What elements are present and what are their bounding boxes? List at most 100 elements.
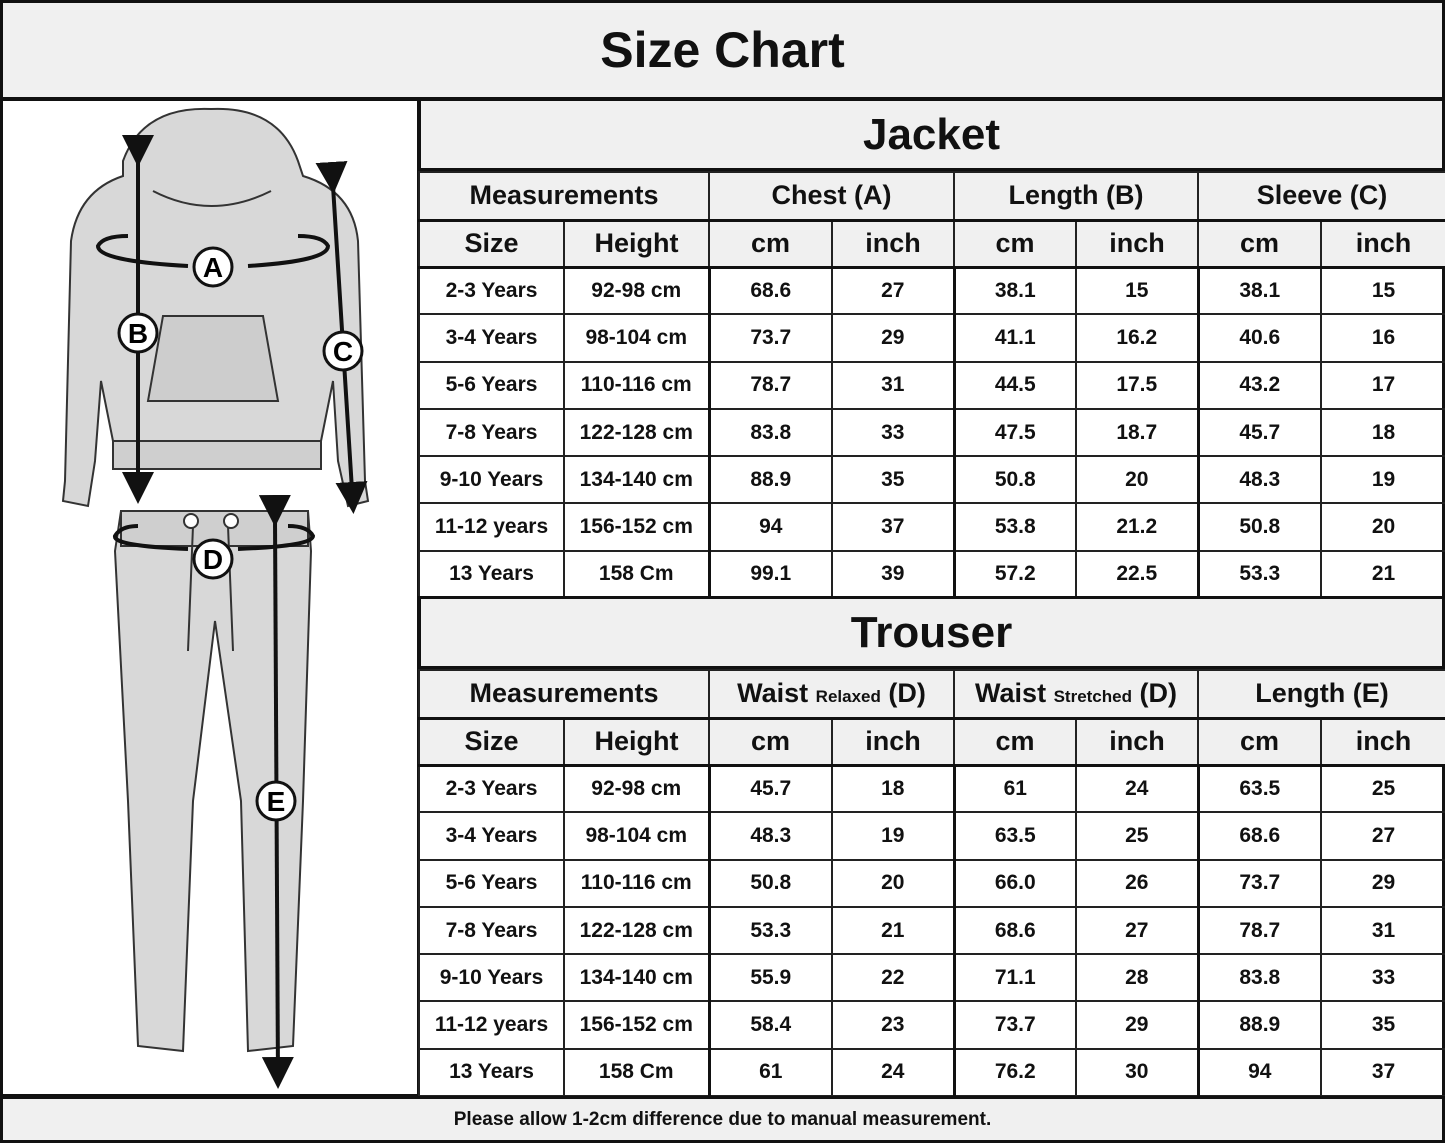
table-cell: 47.5 [953,407,1077,458]
table-cell: 19 [830,811,956,861]
table-row: 11-12 years 156-152 cm 94 37 53.8 21.2 50.8 20 [418,502,1445,552]
sub-header: inch [830,717,956,767]
sub-header: cm [953,717,1078,767]
table-cell: 53.3 [1197,549,1322,600]
table-cell: 29 [831,313,956,363]
table-cell: 37 [1320,1047,1445,1098]
table-cell: 50.8 [953,455,1077,505]
group-suffix: (D) [1139,678,1177,709]
table-cell: 48.3 [1197,455,1322,505]
sub-header: Height [563,219,710,269]
table-cell: 61 [953,763,1078,814]
table-cell: 7-8 Years [418,905,565,956]
table-row: 3-4 Years 98-104 cm 48.3 19 63.5 25 68.6 27 [418,811,1445,861]
table-row: 2-3 Years 92-98 cm 68.6 27 38.1 15 38.1 15 [418,265,1445,316]
table-cell: 57.2 [953,549,1077,600]
jacket-section: Jacket Measurements Chest (A) Length (B)… [418,98,1445,600]
table-cell: 50.8 [1197,502,1322,552]
table-cell: 98-104 cm [563,313,711,363]
table-cell: 78.7 [1197,905,1323,956]
sub-header: inch [1320,219,1445,269]
table-cell: 73.7 [1197,858,1323,908]
label-a: A [203,252,223,283]
group-main: Waist [737,678,809,709]
sub-header: inch [1320,717,1445,767]
table-cell: 30 [1075,1047,1200,1098]
table-cell: 27 [831,265,956,316]
table-cell: 21 [1320,549,1445,600]
table-cell: 48.3 [708,811,833,861]
sub-header: cm [953,219,1077,269]
table-cell: 158 Cm [563,549,711,600]
table-cell: 11-12 years [418,502,565,552]
table-cell: 20 [830,858,956,908]
table-cell: 156-152 cm [563,502,711,552]
table-cell: 5-6 Years [418,858,565,908]
group-suffix: (D) [888,678,926,709]
table-cell: 29 [1320,858,1445,908]
table-cell: 23 [830,1000,956,1050]
table-cell: 25 [1320,763,1445,814]
hoodie-drawing [61,107,370,508]
table-cell: 134-140 cm [563,455,711,505]
table-cell: 39 [831,549,956,600]
table-row: 11-12 years 156-152 cm 58.4 23 73.7 29 88.9 35 [418,1000,1445,1050]
table-cell: 7-8 Years [418,407,565,458]
table-cell: 92-98 cm [563,265,711,316]
table-cell: 17 [1320,360,1445,410]
sub-header: cm [1197,219,1322,269]
trousers-drawing [113,510,313,1053]
table-row: 13 Years 158 Cm 61 24 76.2 30 94 37 [418,1047,1445,1098]
label-e: E [267,786,286,817]
table-cell: 83.8 [708,407,833,458]
group-header: Waist Stretched (D) [953,669,1200,720]
table-cell: 158 Cm [563,1047,711,1098]
group-header-row: Measurements Chest (A) Length (B) Sleeve… [418,171,1445,222]
sub-header-row: Size Height cm inch cm inch cm inch [418,219,1445,269]
sub-header: inch [831,219,955,269]
table-cell: 17.5 [1075,360,1200,410]
sub-header: Height [563,717,710,767]
label-c: C [333,336,353,367]
table-row: 7-8 Years 122-128 cm 83.8 33 47.5 18.7 45.7 18 [418,407,1445,458]
table-cell: 44.5 [953,360,1077,410]
table-cell: 35 [1320,1000,1445,1050]
table-cell: 15 [1075,265,1200,316]
group-qualifier: Stretched [1053,687,1132,707]
table-cell: 31 [831,360,956,410]
table-cell: 88.9 [1197,1000,1323,1050]
table-cell: 55.9 [708,953,833,1003]
table-cell: 73.7 [708,313,833,363]
sub-header: inch [1075,219,1199,269]
group-main: Waist [975,678,1047,709]
table-cell: 38.1 [1197,265,1322,316]
group-header: Chest (A) [708,171,955,222]
group-header: Measurements [418,669,710,720]
table-cell: 2-3 Years [418,265,565,316]
table-cell: 38.1 [953,265,1077,316]
table-cell: 53.8 [953,502,1077,552]
table-cell: 26 [1075,858,1200,908]
jacket-title: Jacket [418,98,1445,171]
table-row: 9-10 Years 134-140 cm 88.9 35 50.8 20 48.3 19 [418,455,1445,505]
table-cell: 68.6 [953,905,1078,956]
table-cell: 18 [830,763,956,814]
table-cell: 5-6 Years [418,360,565,410]
label-b: B [128,318,148,349]
table-cell: 9-10 Years [418,953,565,1003]
table-row: 2-3 Years 92-98 cm 45.7 18 61 24 63.5 25 [418,763,1445,814]
table-cell: 122-128 cm [563,407,711,458]
table-cell: 2-3 Years [418,763,565,814]
table-cell: 20 [1075,455,1200,505]
table-cell: 22.5 [1075,549,1200,600]
label-d: D [203,544,223,575]
table-cell: 41.1 [953,313,1077,363]
table-cell: 21.2 [1075,502,1200,552]
table-cell: 92-98 cm [563,763,711,814]
table-cell: 88.9 [708,455,833,505]
table-cell: 43.2 [1197,360,1322,410]
table-cell: 40.6 [1197,313,1322,363]
sub-header: Size [418,219,565,269]
sub-header: cm [1197,717,1323,767]
table-cell: 25 [1075,811,1200,861]
